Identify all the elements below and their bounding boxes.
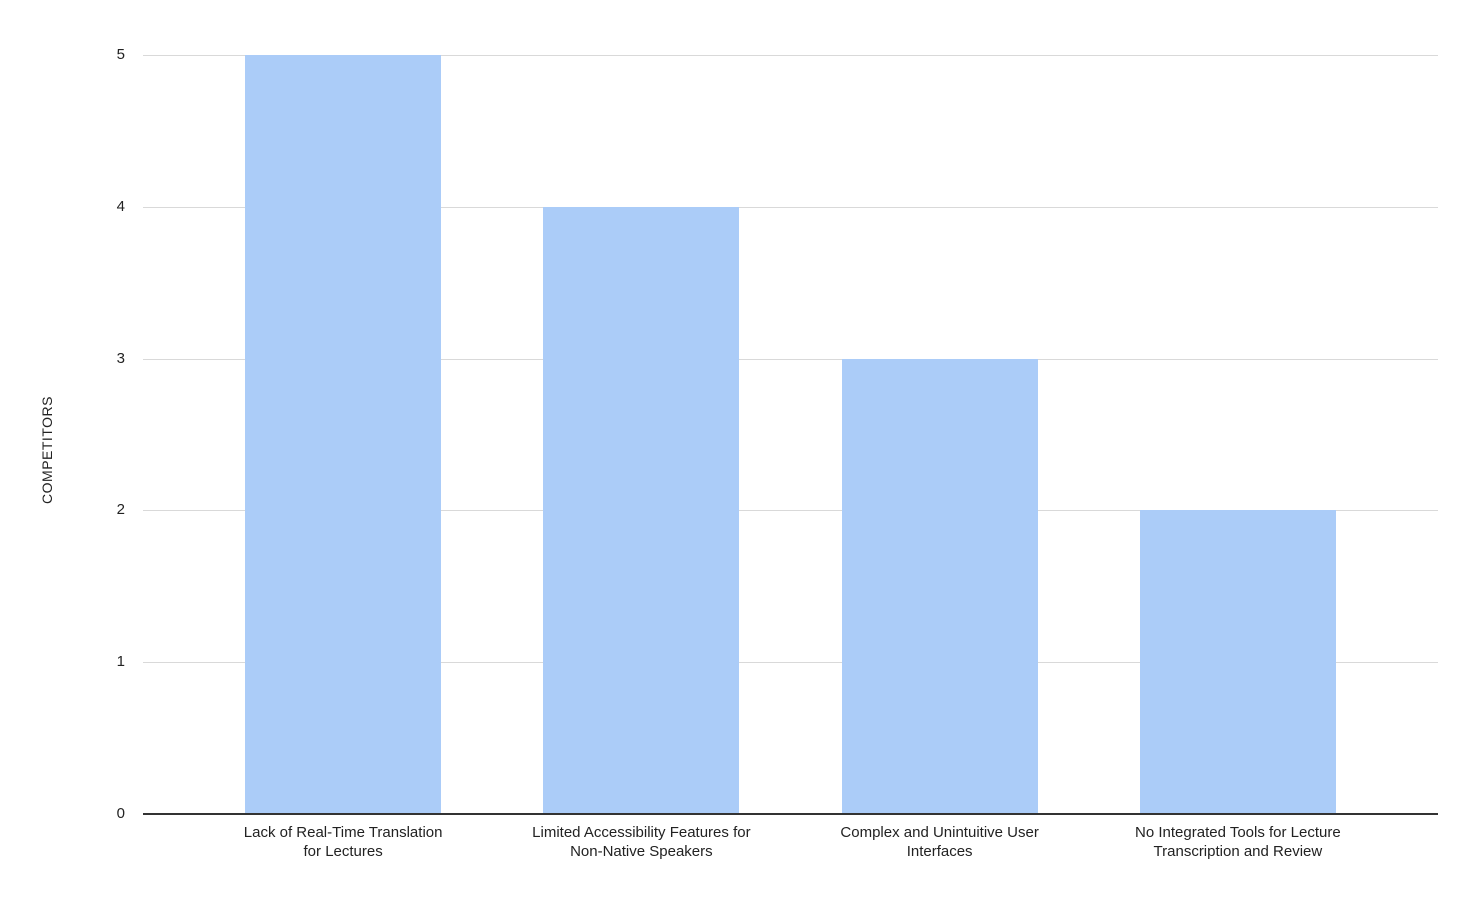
y-axis-tick-label: 4 <box>116 197 125 215</box>
y-axis-tick-label: 5 <box>116 46 125 63</box>
y-axis-tick-label: 0 <box>116 805 125 822</box>
y-axis-tick-label: 1 <box>116 653 125 671</box>
y-axis-tick-label: 2 <box>116 501 125 519</box>
gridline <box>143 358 1438 360</box>
y-axis-tick-labels: 0 1 2 3 4 5 <box>0 46 133 822</box>
gridline <box>143 55 1438 56</box>
gridline <box>143 206 1438 208</box>
gridline <box>143 662 1438 664</box>
x-category-label: No Integrated Tools for Lecture Transcri… <box>1135 824 1341 860</box>
bar-3 <box>841 358 1038 814</box>
bar-4 <box>1139 510 1336 814</box>
y-axis-tick-label: 3 <box>116 349 125 367</box>
x-axis-category-labels: Lack of Real-Time Translation for Lectur… <box>143 823 1438 893</box>
x-category-label: Complex and Unintuitive User Interfaces <box>840 824 1039 860</box>
x-axis-line <box>143 813 1438 815</box>
x-category-label: Lack of Real-Time Translation for Lectur… <box>243 824 443 860</box>
x-category-label: Limited Accessibility Features for Non-N… <box>532 824 751 860</box>
gridline <box>143 510 1438 512</box>
bar-2 <box>543 206 740 814</box>
plot-area <box>143 55 1438 815</box>
bar-1 <box>245 55 442 814</box>
